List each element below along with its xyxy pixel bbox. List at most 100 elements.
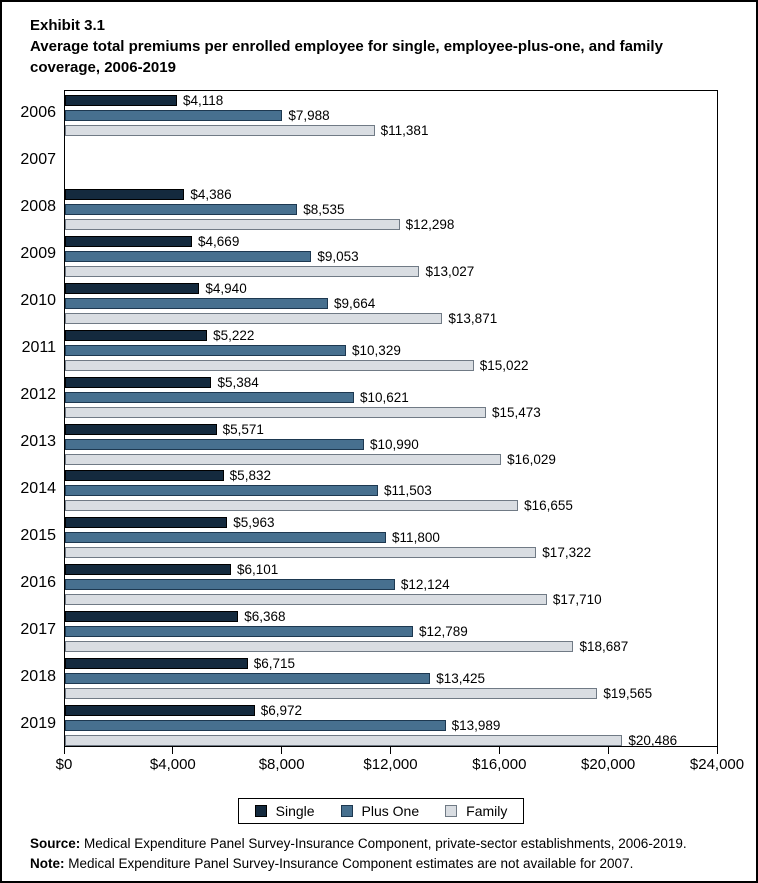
year-label-2014: 2014	[20, 479, 56, 497]
bar-value-label: $15,473	[491, 404, 541, 420]
bar-value-label: $13,989	[451, 718, 501, 734]
bar-value-label: $9,664	[333, 295, 376, 311]
bar-value-label: $4,386	[190, 186, 232, 202]
x-axis-tick-label: $24,000	[689, 756, 745, 773]
bar-2011-single	[65, 329, 208, 341]
bar-value-label: $4,118	[183, 93, 224, 108]
year-label-2010: 2010	[20, 292, 56, 310]
bar-2019-plus-one	[65, 720, 446, 732]
bar-2017-plus-one	[65, 626, 413, 638]
bar-value-label: $4,669	[198, 233, 240, 249]
bar-value-label: $5,571	[222, 421, 264, 437]
bar-2014-family	[65, 500, 519, 512]
source-label: Source:	[30, 836, 81, 851]
bar-value-label: $5,832	[229, 468, 271, 484]
bar-value-label: $20,486	[628, 733, 678, 749]
x-axis-tick-label: $8,000	[258, 756, 305, 773]
x-axis-tick	[281, 747, 283, 754]
legend-item-single: Single	[254, 803, 315, 819]
bar-value-label: $9,053	[317, 248, 359, 264]
title-block: Exhibit 3.1 Average total premiums per e…	[30, 15, 706, 78]
plot-area: $4,118 $7,988 $11,381 $4,386 $8,535 $12,298 $4…	[64, 90, 718, 747]
bar-2016-plus-one	[65, 579, 395, 591]
bar-value-label: $7,988	[288, 108, 330, 123]
bar-2019-single	[65, 705, 255, 717]
bar-value-label: $6,972	[260, 703, 302, 719]
bar-value-label: $13,425	[436, 671, 486, 687]
year-label-2012: 2012	[20, 386, 56, 404]
bar-2018-single	[65, 658, 248, 670]
x-axis-tick-label: $16,000	[472, 756, 527, 773]
year-label-2019: 2019	[20, 714, 56, 732]
bar-2008-family	[65, 218, 400, 230]
bar-value-label: $18,687	[579, 639, 629, 655]
x-axis-tick	[390, 747, 391, 754]
footer: Source: Medical Expenditure Panel Survey…	[30, 834, 740, 874]
note-label: Note:	[30, 856, 65, 871]
bar-value-label: $10,990	[370, 436, 419, 452]
bar-2018-plus-one	[65, 673, 431, 685]
bar-2017-family	[65, 641, 574, 653]
legend-swatch-icon	[445, 805, 458, 817]
bar-2016-family	[65, 594, 547, 606]
bar-value-label: $12,124	[400, 577, 450, 593]
legend-item-plus-one: Plus One	[340, 803, 420, 819]
bar-2011-plus-one	[65, 344, 347, 356]
bar-2006-family	[65, 125, 375, 136]
bar-value-label: $17,710	[552, 592, 602, 608]
bar-value-label: $8,535	[303, 201, 345, 217]
year-label-2007: 2007	[20, 151, 56, 169]
bar-2015-single	[65, 517, 228, 529]
year-label-2009: 2009	[20, 245, 56, 263]
bar-2018-family	[65, 688, 598, 700]
legend-label: Single	[275, 803, 315, 819]
x-axis-tick	[498, 747, 500, 754]
note-text: Medical Expenditure Panel Survey-Insuran…	[64, 856, 634, 871]
bar-value-label: $6,715	[253, 656, 295, 672]
bar-value-label: $11,503	[383, 483, 432, 499]
year-label-2015: 2015	[20, 526, 56, 544]
bar-2012-single	[65, 376, 212, 388]
year-label-2006: 2006	[20, 104, 56, 122]
bar-2006-plus-one	[65, 110, 283, 121]
bar-2008-single	[65, 188, 185, 200]
x-axis-tick-label: $12,000	[363, 756, 418, 773]
bar-value-label: $11,381	[380, 123, 429, 138]
bar-value-label: $10,621	[359, 389, 409, 405]
bar-2015-plus-one	[65, 532, 387, 544]
bar-2009-family	[65, 265, 420, 277]
bar-2006-single	[65, 95, 178, 106]
legend-swatch-icon	[254, 805, 267, 817]
x-axis-tick	[607, 747, 609, 754]
bar-2013-plus-one	[65, 438, 365, 450]
exhibit-number: Exhibit 3.1	[30, 17, 106, 34]
bar-value-label: $16,029	[507, 451, 556, 467]
bar-2012-plus-one	[65, 391, 354, 403]
legend-label: Plus One	[361, 803, 420, 819]
bar-value-label: $16,655	[524, 498, 573, 514]
bar-value-label: $19,565	[603, 686, 653, 702]
bar-2008-plus-one	[65, 203, 298, 215]
legend-label: Family	[466, 803, 508, 819]
year-label-2013: 2013	[20, 432, 56, 450]
year-label-2011: 2011	[21, 339, 56, 357]
x-axis-tick	[63, 747, 65, 754]
bar-2013-single	[65, 423, 217, 435]
bar-2017-single	[65, 611, 239, 623]
bar-2010-plus-one	[65, 297, 328, 309]
legend-box: Single Plus One Family	[237, 798, 525, 824]
year-label-2017: 2017	[20, 620, 56, 638]
bar-value-label: $4,940	[205, 280, 247, 296]
year-label-2018: 2018	[20, 667, 56, 685]
source-line: Source: Medical Expenditure Panel Survey…	[30, 834, 740, 854]
bar-2010-single	[65, 282, 200, 294]
bar-2010-family	[65, 312, 443, 324]
year-label-2008: 2008	[20, 198, 56, 216]
bar-value-label: $13,027	[425, 263, 475, 279]
bar-value-label: $13,871	[448, 310, 498, 326]
bar-2009-single	[65, 235, 193, 247]
bar-2009-plus-one	[65, 250, 312, 262]
chart-title: Average total premiums per enrolled empl…	[30, 38, 663, 76]
bar-2013-family	[65, 453, 502, 465]
